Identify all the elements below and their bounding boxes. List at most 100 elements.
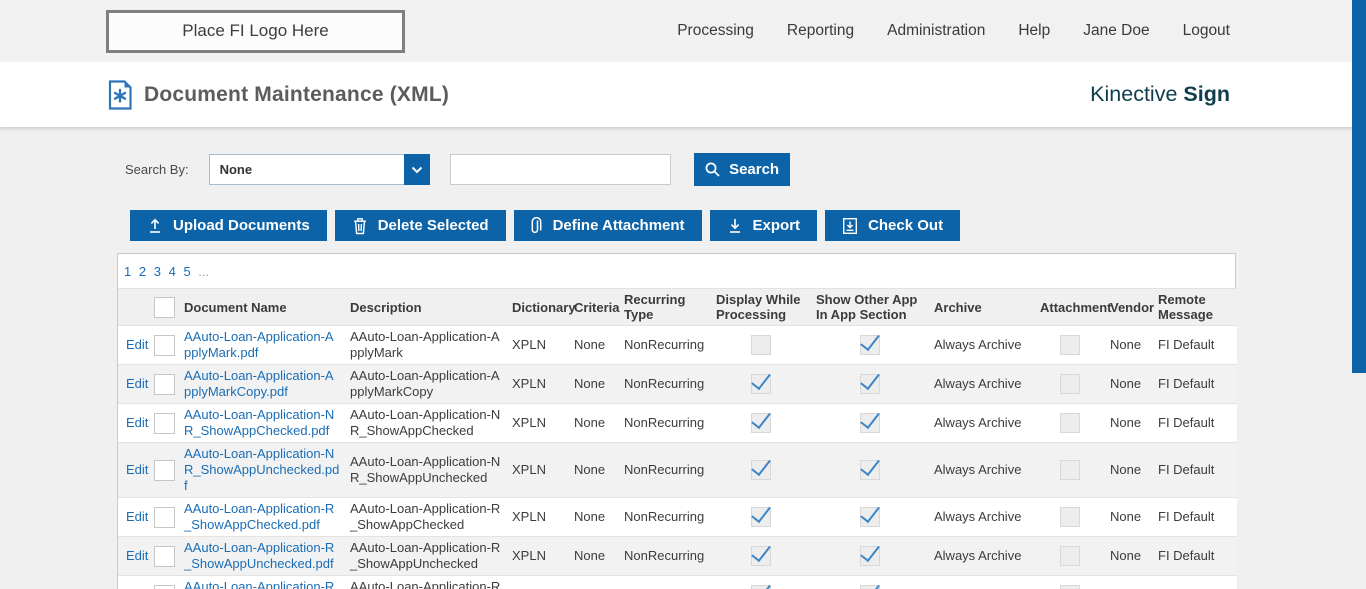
- edit-link[interactable]: Edit: [126, 462, 149, 477]
- document-name-cell: AAuto-Loan-Application-NR_ShowAppUncheck…: [184, 443, 350, 498]
- nav-reporting[interactable]: Reporting: [786, 22, 855, 39]
- col-dictionary: Dictionary: [512, 288, 576, 326]
- select-all-checkbox[interactable]: [154, 296, 175, 318]
- col-archive: Archive: [934, 288, 1040, 326]
- button-label: Define Attachment: [552, 217, 685, 234]
- search-icon: [704, 161, 721, 178]
- attachment-cell: [1040, 326, 1110, 365]
- document-name-link[interactable]: AAuto-Loan-Application-NR_ShowAppChecked…: [184, 407, 335, 438]
- title-bar: Document Maintenance (XML) Kinective Sig…: [0, 62, 1366, 127]
- search-row: Search By: None Search: [125, 153, 1366, 186]
- edit-cell: Edit: [118, 404, 154, 443]
- nav-help[interactable]: Help: [1018, 22, 1051, 39]
- display-while-processing-cell: [716, 326, 816, 365]
- export-button[interactable]: Export: [709, 210, 818, 241]
- dropdown-button[interactable]: [403, 154, 430, 185]
- row-select-checkbox[interactable]: [154, 412, 175, 434]
- show-other-app-cell: [816, 326, 934, 365]
- dictionary-cell: XPLN: [512, 462, 546, 477]
- brand-name: Kinective: [1090, 82, 1178, 106]
- nav-processing[interactable]: Processing: [677, 22, 754, 39]
- search-input[interactable]: [449, 154, 671, 185]
- criteria-cell: None: [574, 462, 606, 477]
- edit-cell: Edit: [118, 498, 154, 537]
- check-out-button[interactable]: Check Out: [825, 210, 961, 241]
- scrollbar-thumb[interactable]: [1352, 0, 1366, 373]
- attachment-cell: [1040, 404, 1110, 443]
- attachment-cell: [1040, 498, 1110, 537]
- page-link-5[interactable]: 5: [183, 264, 191, 279]
- display-while-processing-checkbox: [751, 335, 771, 355]
- description-cell: AAuto-Loan-Application-R_ShowAppChecked: [350, 501, 501, 532]
- document-name-cell: AAuto-Loan-Application-R_ShowAppChecked.…: [184, 498, 350, 537]
- edit-link[interactable]: Edit: [126, 337, 149, 352]
- page-link-4[interactable]: 4: [168, 264, 176, 279]
- show-other-app-checkbox: [860, 413, 880, 433]
- edit-link[interactable]: Edit: [126, 415, 149, 430]
- show-other-app-checkbox: [860, 546, 880, 566]
- main-nav: Processing Reporting Administration Help…: [677, 22, 1366, 40]
- page-link-1[interactable]: 1: [124, 264, 132, 279]
- col-document-name: Document Name: [184, 288, 350, 326]
- vendor-cell: None: [1110, 415, 1142, 430]
- show-other-app-cell: [816, 498, 934, 537]
- archive-cell: Always Archive: [934, 376, 1022, 391]
- define-attachment-button[interactable]: Define Attachment: [513, 210, 702, 241]
- document-name-link[interactable]: AAuto-Loan-Application-ApplyMark.pdf: [184, 329, 334, 360]
- document-name-cell: AAuto-Loan-Application-R_ShowAppUnchecke…: [184, 537, 350, 576]
- select-cell: [154, 498, 184, 537]
- dictionary-cell: XPLN: [512, 337, 546, 352]
- description-cell: AAuto-Loan-Application-RS-AFD731-test: [350, 579, 501, 589]
- row-select-checkbox[interactable]: [154, 506, 175, 528]
- row-select-checkbox[interactable]: [154, 584, 175, 589]
- recurring-type-cell: NonRecurring: [624, 548, 705, 563]
- recurring-type-cell: NonRecurring: [624, 415, 705, 430]
- col-vendor: Vendor: [1110, 288, 1158, 326]
- page-title: Document Maintenance (XML): [144, 82, 450, 106]
- document-name-link[interactable]: AAuto-Loan-Application-ApplyMarkCopy.pdf: [184, 368, 334, 399]
- row-select-checkbox[interactable]: [154, 545, 175, 567]
- delete-selected-button[interactable]: Delete Selected: [334, 210, 506, 241]
- nav-user-jane-doe[interactable]: Jane Doe: [1083, 22, 1150, 39]
- document-name-link[interactable]: AAuto-Loan-Application-RS-AFD731-test.pd…: [184, 579, 335, 589]
- show-other-app-cell: [816, 365, 934, 404]
- vendor-cell: None: [1110, 376, 1142, 391]
- edit-cell: Edit: [118, 576, 154, 589]
- search-button[interactable]: Search: [693, 153, 790, 186]
- upload-documents-button[interactable]: Upload Documents: [130, 210, 327, 241]
- table-row: Edit AAuto-Loan-Application-ApplyMarkCop…: [118, 364, 1237, 404]
- row-select-checkbox[interactable]: [154, 334, 175, 356]
- archive-cell: Always Archive: [934, 462, 1022, 477]
- search-by-dropdown[interactable]: None: [208, 154, 430, 185]
- criteria-cell: None: [574, 337, 606, 352]
- page-link-3[interactable]: 3: [153, 264, 161, 279]
- nav-logout[interactable]: Logout: [1182, 22, 1230, 39]
- description-cell: AAuto-Loan-Application-ApplyMark: [350, 329, 500, 360]
- document-name-link[interactable]: AAuto-Loan-Application-R_ShowAppChecked.…: [184, 501, 335, 532]
- table-row: Edit AAuto-Loan-Application-NR_ShowAppCh…: [118, 403, 1237, 443]
- document-name-link[interactable]: AAuto-Loan-Application-NR_ShowAppUncheck…: [184, 446, 340, 493]
- edit-link[interactable]: Edit: [126, 376, 149, 391]
- attachment-cell: [1040, 443, 1110, 498]
- dictionary-cell: XPLN: [512, 415, 546, 430]
- nav-administration[interactable]: Administration: [887, 22, 986, 39]
- criteria-cell: None: [574, 415, 606, 430]
- document-name-link[interactable]: AAuto-Loan-Application-R_ShowAppUnchecke…: [184, 540, 335, 571]
- brand-product: Sign: [1183, 82, 1230, 106]
- table-row: Edit AAuto-Loan-Application-R_ShowAppUnc…: [118, 536, 1237, 576]
- remote-message-cell: FI Default: [1158, 415, 1215, 430]
- show-other-app-cell: [816, 576, 934, 589]
- display-while-processing-cell: [716, 576, 816, 589]
- remote-message-cell: FI Default: [1158, 462, 1215, 477]
- row-select-checkbox[interactable]: [154, 459, 175, 481]
- select-cell: [154, 576, 184, 589]
- edit-link[interactable]: Edit: [126, 587, 148, 589]
- edit-link[interactable]: Edit: [126, 509, 149, 524]
- button-label: Delete Selected: [377, 217, 489, 234]
- archive-cell: Always Archive: [934, 415, 1022, 430]
- criteria-cell: None: [574, 376, 606, 391]
- edit-link[interactable]: Edit: [126, 548, 149, 563]
- row-select-checkbox[interactable]: [154, 373, 175, 395]
- attachment-checkbox: [1060, 413, 1080, 433]
- page-link-2[interactable]: 2: [138, 264, 147, 279]
